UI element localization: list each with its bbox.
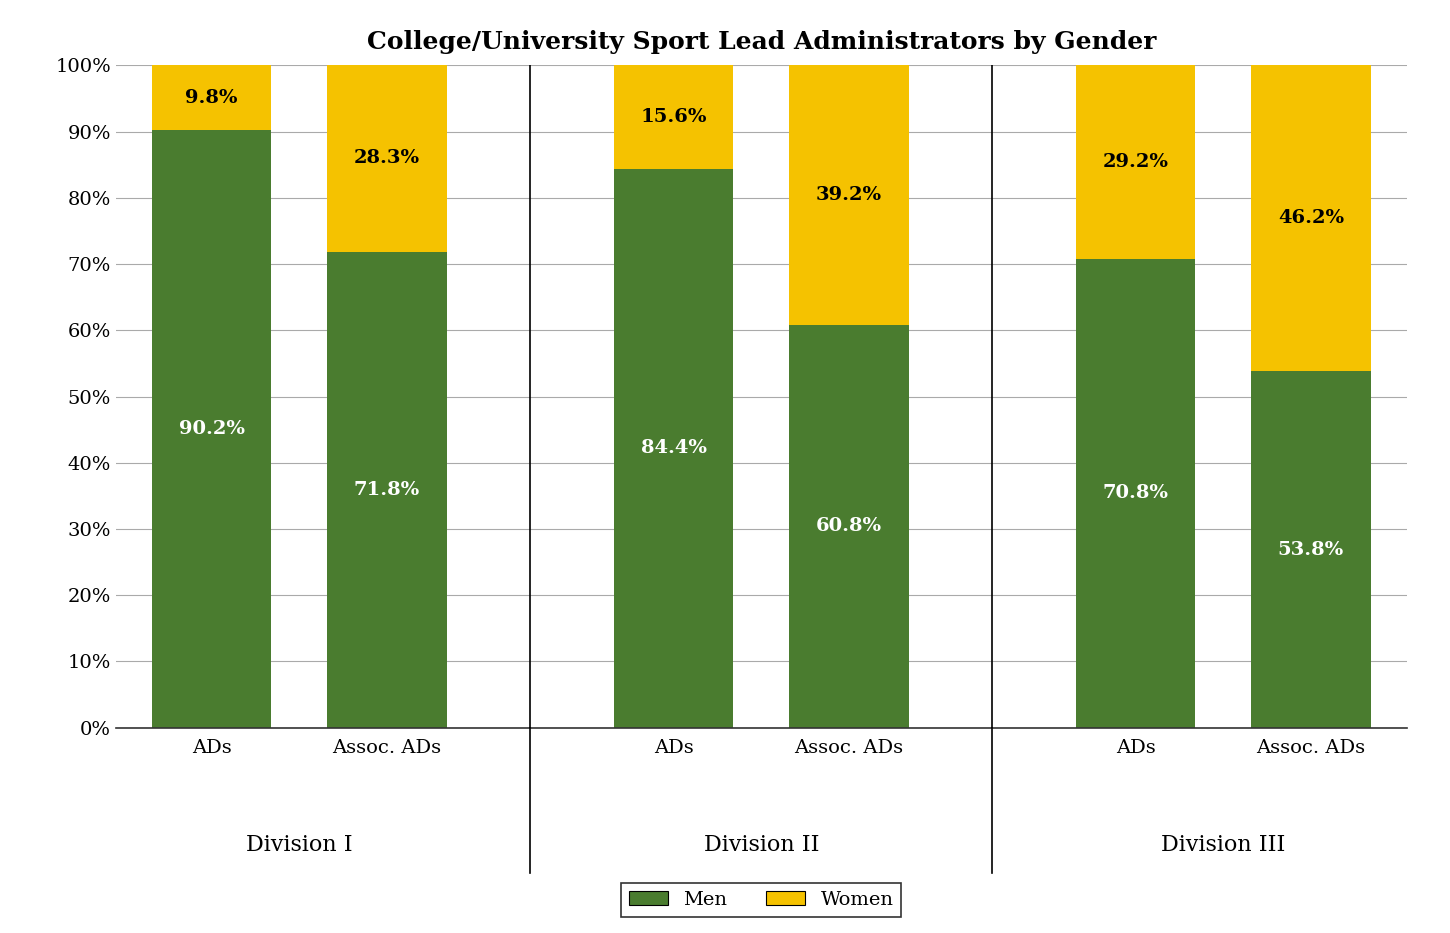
Text: Division II: Division II: [703, 834, 819, 856]
Bar: [1251, 65, 1370, 371]
Text: 15.6%: 15.6%: [641, 108, 706, 126]
Bar: [1076, 258, 1195, 728]
Text: 71.8%: 71.8%: [354, 480, 420, 499]
Text: Division I: Division I: [247, 834, 352, 856]
Bar: [789, 65, 909, 325]
Text: 53.8%: 53.8%: [1277, 540, 1344, 559]
Text: 28.3%: 28.3%: [354, 149, 420, 167]
Bar: [328, 252, 447, 728]
Text: 60.8%: 60.8%: [816, 518, 882, 536]
Bar: [1076, 65, 1195, 258]
Text: 39.2%: 39.2%: [816, 187, 882, 204]
Legend: Men, Women: Men, Women: [621, 884, 902, 917]
Bar: [328, 64, 447, 252]
Bar: [613, 65, 734, 169]
Bar: [152, 65, 271, 131]
Bar: [1251, 371, 1370, 728]
Text: 84.4%: 84.4%: [641, 439, 706, 457]
Bar: [613, 169, 734, 728]
Text: Division III: Division III: [1161, 834, 1286, 856]
Text: 9.8%: 9.8%: [186, 89, 238, 106]
Text: 46.2%: 46.2%: [1277, 209, 1344, 228]
Text: 29.2%: 29.2%: [1102, 153, 1169, 171]
Text: 70.8%: 70.8%: [1102, 484, 1169, 502]
Text: 90.2%: 90.2%: [178, 420, 245, 438]
Bar: [789, 325, 909, 728]
Title: College/University Sport Lead Administrators by Gender: College/University Sport Lead Administra…: [367, 30, 1156, 53]
Bar: [152, 131, 271, 728]
